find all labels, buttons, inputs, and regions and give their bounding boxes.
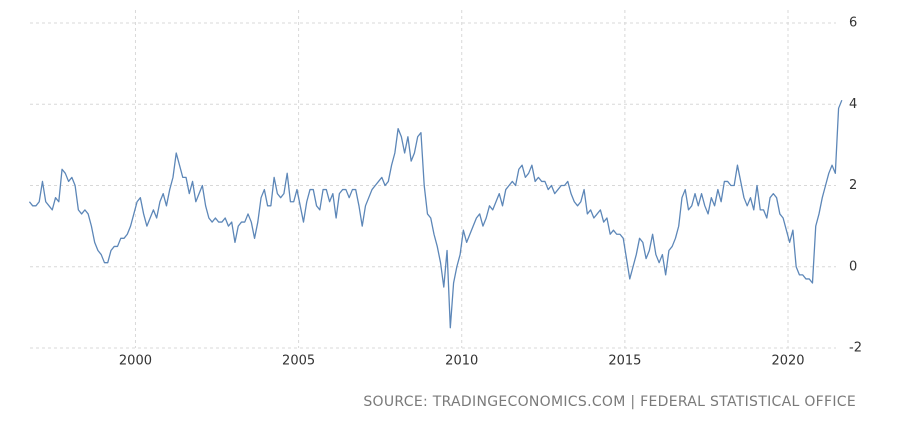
x-tick-label: 2010 xyxy=(445,354,478,369)
y-tick-label: 0 xyxy=(849,259,857,274)
x-tick-label: 2000 xyxy=(119,354,152,369)
source-note: SOURCE: TRADINGECONOMICS.COM | FEDERAL S… xyxy=(363,394,856,410)
x-tick-label: 2020 xyxy=(771,354,804,369)
y-tick-label: 4 xyxy=(849,97,857,112)
y-tick-label: 2 xyxy=(849,178,857,193)
y-tick-label: 6 xyxy=(849,16,857,31)
x-tick-label: 2005 xyxy=(282,354,315,369)
x-tick-label: 2015 xyxy=(608,354,641,369)
y-tick-label: -2 xyxy=(849,341,862,356)
data-line xyxy=(28,99,843,329)
